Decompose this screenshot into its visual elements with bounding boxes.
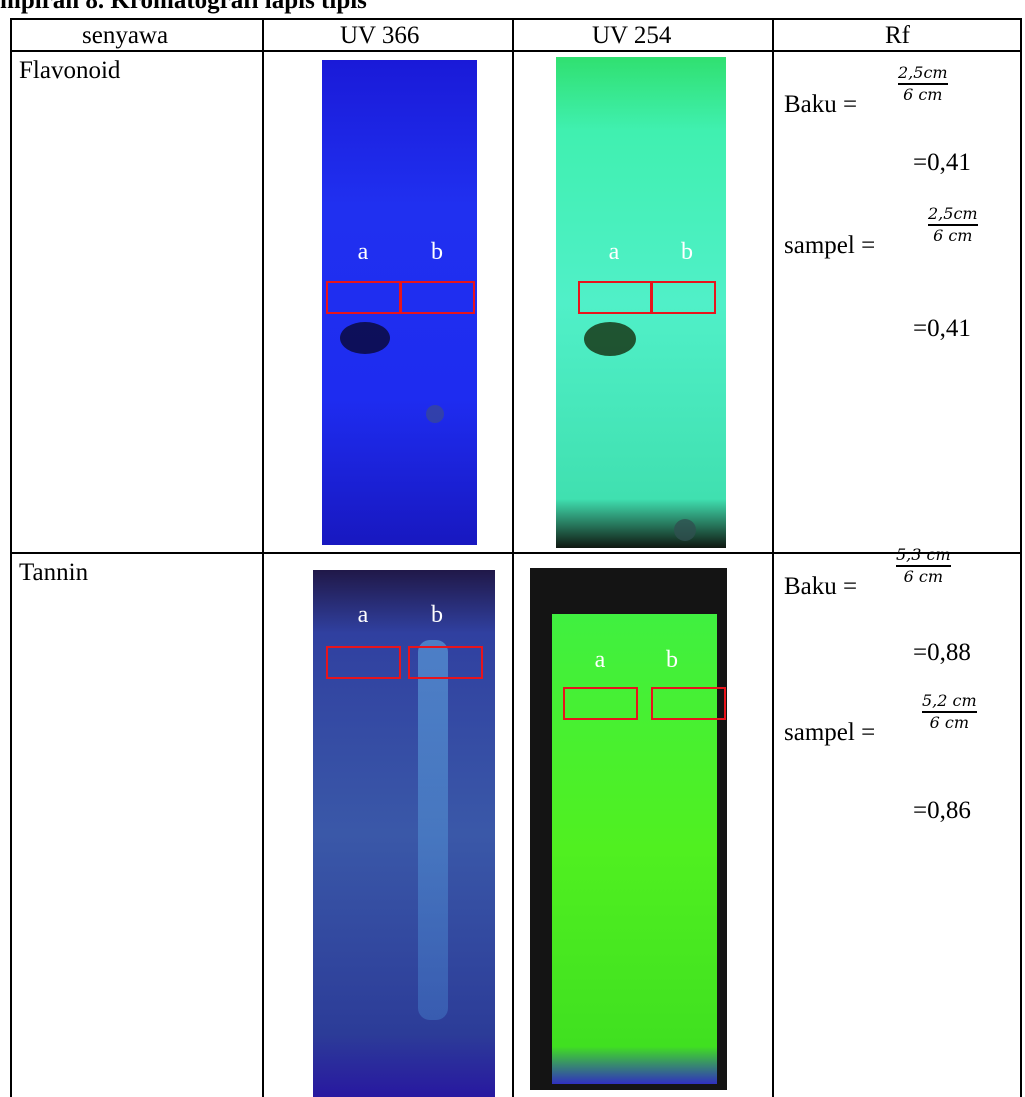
numerator: 5,2 cm (922, 692, 977, 710)
highlight-box (651, 687, 726, 720)
title: mpiran 8. Kromatografi lapis tipis (0, 0, 367, 13)
rf-label: sampel = (784, 233, 875, 258)
header-cell: UV 254 (592, 23, 671, 48)
fraction: 5,3 cm 6 cm (896, 546, 951, 586)
denominator: 6 cm (903, 86, 942, 104)
rf-label: Baku = (784, 574, 857, 599)
rf-result: =0,41 (913, 316, 971, 341)
rule (10, 50, 1022, 52)
fraction: 5,2 cm 6 cm (922, 692, 977, 732)
highlight-box (400, 281, 475, 314)
fraction: 2,5cm 6 cm (928, 205, 978, 245)
compound: Tannin (19, 560, 88, 585)
header-cell: UV 366 (340, 23, 419, 48)
fraction: 2,5cm 6 cm (898, 64, 948, 104)
highlight-box (408, 646, 483, 679)
rf-label: Baku = (784, 92, 857, 117)
rule (512, 18, 514, 1097)
page: mpiran 8. Kromatografi lapis tipis senya… (0, 0, 1025, 1097)
lane-label: b (431, 603, 443, 627)
denominator: 6 cm (930, 714, 969, 732)
rule (10, 552, 1022, 554)
lane-label: b (681, 240, 693, 264)
header-cell: senyawa (82, 23, 168, 48)
highlight-box (563, 687, 638, 720)
tlc-photo (530, 568, 727, 1090)
header-cell: Rf (885, 23, 910, 48)
lane-label: b (666, 648, 678, 672)
rule (262, 18, 264, 1097)
numerator: 5,3 cm (896, 546, 951, 564)
rf-result: =0,88 (913, 640, 971, 665)
numerator: 2,5cm (928, 205, 978, 223)
rule (10, 18, 12, 1097)
rf-result: =0,41 (913, 150, 971, 175)
lane-label: a (609, 240, 620, 264)
lane-label: a (358, 603, 369, 627)
highlight-box (651, 281, 716, 314)
lane-label: a (595, 648, 606, 672)
highlight-box (326, 646, 401, 679)
rf-label: sampel = (784, 720, 875, 745)
denominator: 6 cm (904, 568, 943, 586)
compound: Flavonoid (19, 58, 120, 83)
highlight-box (326, 281, 401, 314)
rule (1020, 18, 1022, 1097)
rf-result: =0,86 (913, 798, 971, 823)
highlight-box (578, 281, 652, 314)
numerator: 2,5cm (898, 64, 948, 82)
rule (10, 18, 1022, 20)
rule (772, 18, 774, 1097)
denominator: 6 cm (933, 227, 972, 245)
lane-label: b (431, 240, 443, 264)
lane-label: a (358, 240, 369, 264)
